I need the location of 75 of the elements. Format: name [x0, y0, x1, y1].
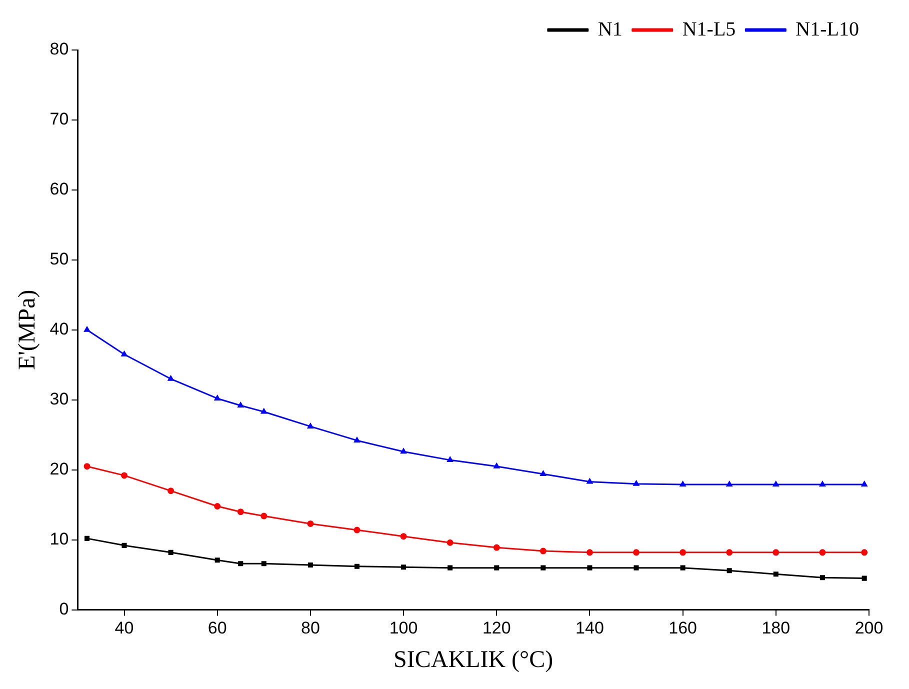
point	[214, 502, 221, 510]
point	[308, 562, 313, 568]
point	[214, 558, 220, 563]
y-tick-label: 10	[50, 530, 69, 549]
point	[122, 542, 127, 548]
point	[820, 575, 825, 580]
point	[307, 520, 314, 527]
point	[447, 456, 453, 462]
legend-label: N1	[598, 18, 622, 40]
x-tick-label: 40	[114, 618, 134, 638]
x-tick-label: 200	[854, 618, 884, 638]
point	[448, 565, 453, 570]
x-tick-label: 80	[300, 618, 320, 638]
point	[634, 565, 639, 570]
point	[680, 565, 686, 570]
point	[587, 565, 592, 570]
point	[726, 549, 733, 556]
point	[214, 395, 220, 400]
point	[586, 478, 593, 484]
point	[260, 512, 268, 520]
point	[84, 463, 90, 470]
point	[680, 481, 686, 487]
point	[84, 326, 90, 332]
x-tick-label: 60	[208, 618, 227, 638]
y-tick-label: 70	[50, 110, 69, 129]
point	[84, 536, 90, 541]
point	[862, 576, 867, 581]
point	[726, 568, 732, 574]
point	[820, 481, 826, 487]
y-tick-label: 80	[50, 40, 69, 59]
point	[308, 423, 314, 428]
y-axis-title: E'(MPa)	[14, 290, 41, 370]
point	[121, 472, 128, 479]
y-tick-label: 0	[59, 599, 69, 618]
point	[446, 539, 454, 546]
y-tick-label: 40	[50, 320, 69, 339]
point	[772, 549, 780, 556]
legend-label: N1-L5	[682, 18, 736, 40]
point	[400, 533, 407, 540]
y-tick-label: 30	[50, 390, 69, 409]
point	[494, 565, 500, 570]
point	[540, 548, 546, 554]
y-tick-label: 20	[50, 460, 69, 479]
y-tick-label: 60	[50, 180, 69, 199]
x-tick-label: 160	[668, 618, 697, 638]
point	[680, 549, 686, 556]
point	[354, 564, 360, 569]
x-tick-label: 100	[389, 618, 418, 638]
point	[168, 550, 174, 555]
point	[238, 561, 244, 566]
legend-label: N1-L10	[796, 18, 860, 40]
point	[540, 470, 546, 476]
point	[168, 488, 174, 494]
point	[772, 481, 779, 487]
point	[493, 544, 500, 551]
x-tick-label: 140	[576, 618, 604, 638]
point	[773, 572, 778, 577]
point	[354, 526, 360, 534]
point	[861, 481, 868, 487]
point	[237, 508, 244, 516]
point	[861, 549, 868, 556]
point	[401, 564, 406, 570]
x-axis-title: SICAKLIK (°C)	[394, 646, 554, 673]
x-tick-label: 180	[762, 618, 790, 638]
x-tick-label: 120	[482, 618, 511, 638]
point	[354, 437, 360, 442]
point	[819, 549, 826, 556]
y-tick-label: 50	[50, 250, 69, 269]
point	[540, 565, 546, 570]
point	[586, 549, 593, 556]
point	[726, 481, 732, 487]
point	[633, 549, 640, 556]
point	[261, 561, 266, 566]
point	[238, 402, 244, 408]
point	[400, 448, 406, 454]
